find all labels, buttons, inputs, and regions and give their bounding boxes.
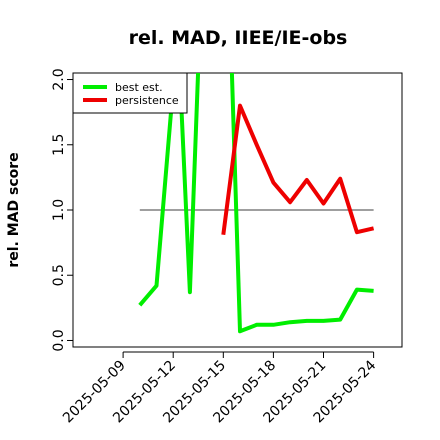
y-tick-label: 1.0 [51, 199, 67, 221]
y-axis-label: rel. MAD score [6, 152, 22, 267]
y-axis: 0.0 0.5 1.0 1.5 2.0 [51, 68, 74, 352]
legend: best est.persistence [72, 72, 188, 114]
x-axis: 2025-05-092025-05-122025-05-152025-05-18… [60, 351, 379, 426]
y-tick-label: 2.0 [51, 68, 67, 90]
legend-label: best est. [115, 81, 163, 94]
series-line-persistence [221, 103, 375, 236]
y-tick-label: 0.5 [51, 264, 67, 286]
y-tick-label: 1.5 [51, 134, 67, 156]
legend-box [72, 72, 188, 114]
y-tick-label: 0.0 [51, 329, 67, 351]
chart-title: rel. MAD, IIEE/IE-obs [129, 27, 348, 49]
legend-label: persistence [115, 94, 179, 107]
